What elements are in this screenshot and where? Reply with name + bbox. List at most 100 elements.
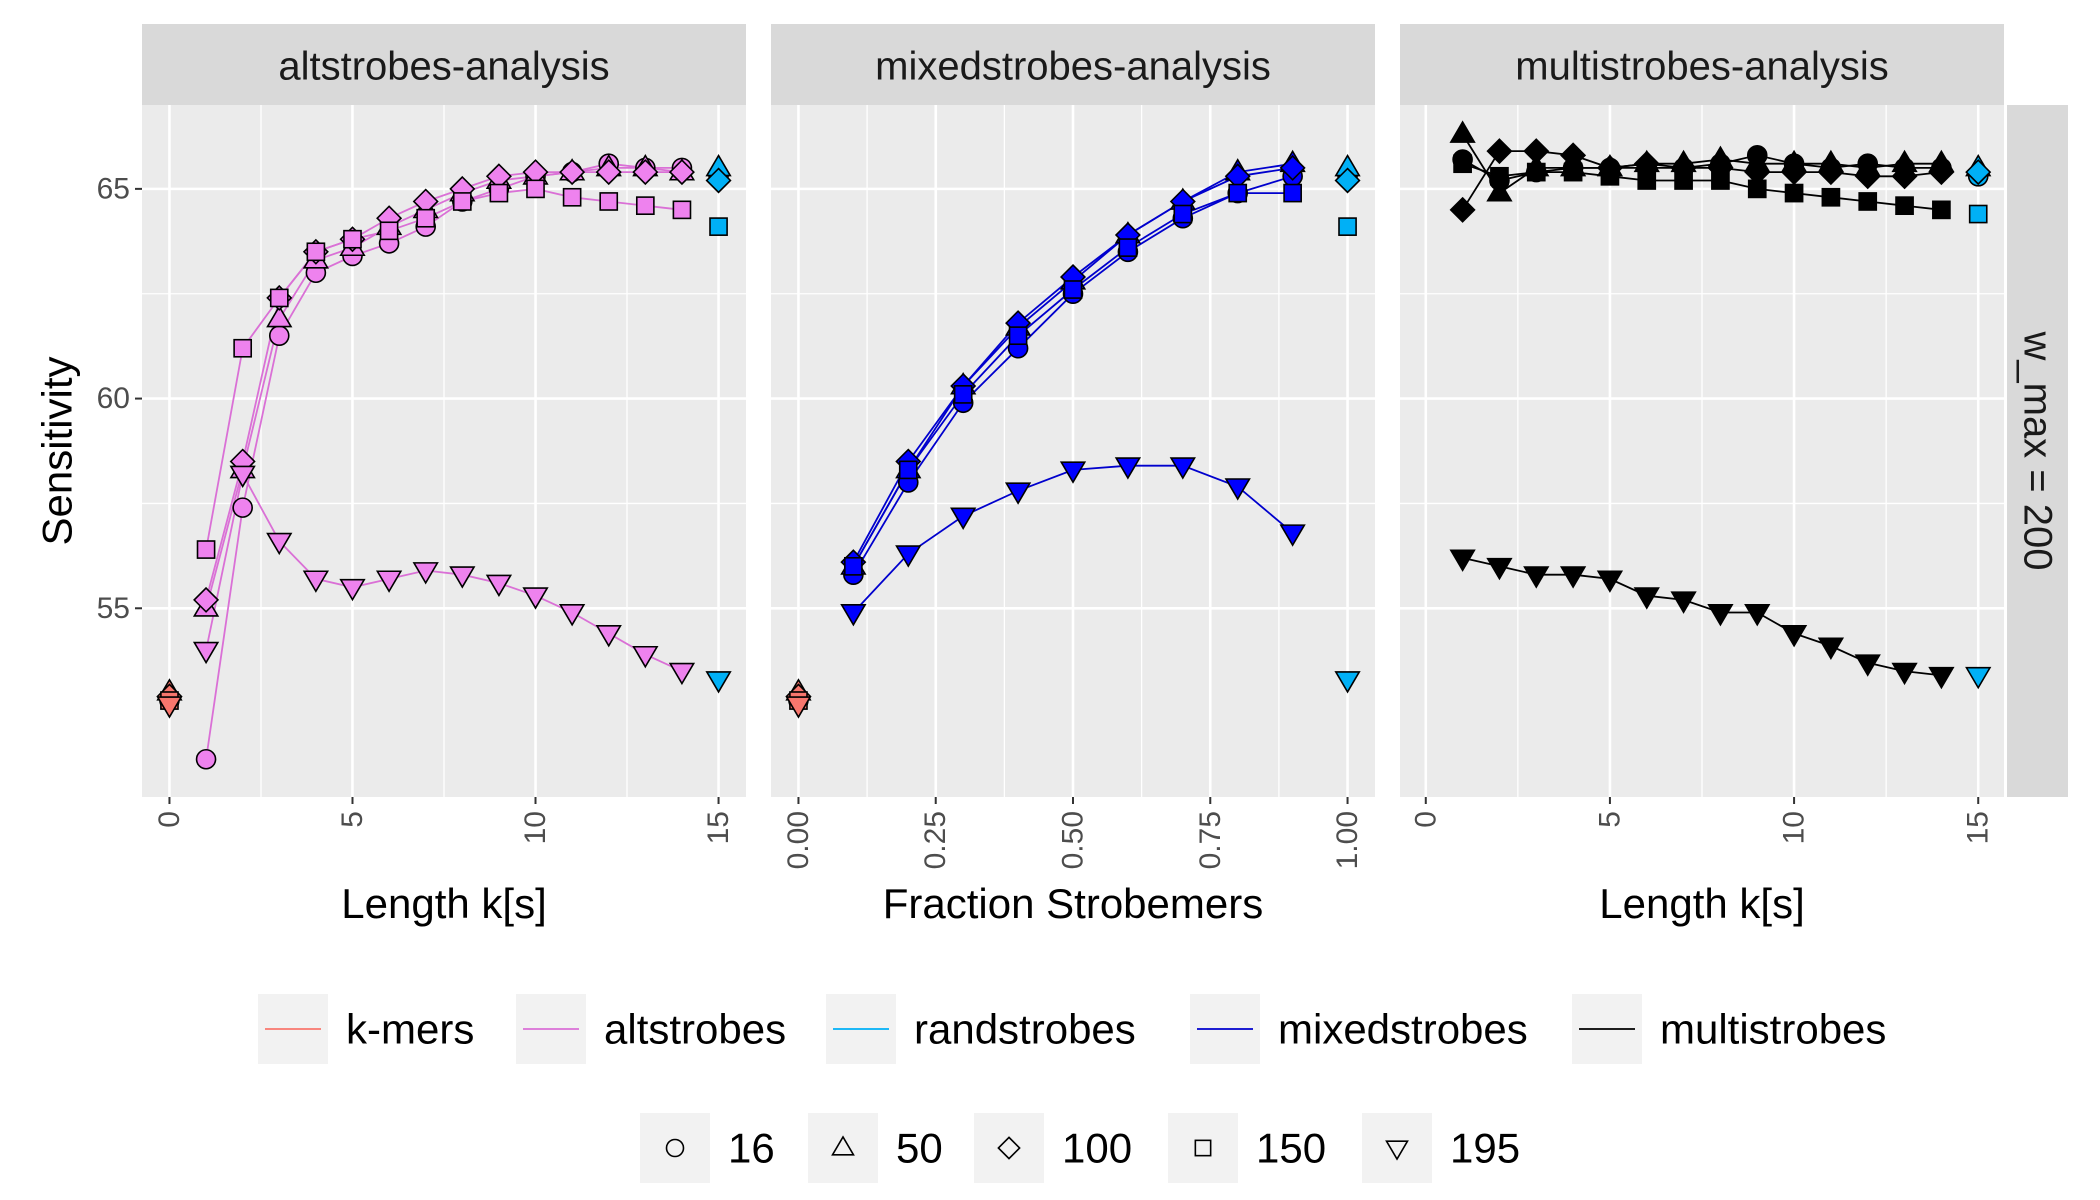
data-point-multistrobes-150: [1932, 200, 1951, 220]
data-point-multistrobes-150: [1563, 162, 1583, 182]
y-tick-label: 55: [97, 592, 130, 625]
data-point-mixedstrobes-195: [1224, 478, 1251, 501]
data-point-altstrobes-150: [452, 192, 472, 211]
data-point-altstrobes-150: [269, 288, 289, 308]
data-point-mixedstrobes-195: [1279, 524, 1306, 547]
data-point-altstrobes-195: [485, 574, 513, 598]
data-point-mixedstrobes-150: [898, 460, 918, 480]
x-tick-label: 15: [1962, 811, 1995, 844]
legend-key-background: [640, 1113, 710, 1183]
data-point-multistrobes-100: [1449, 196, 1476, 223]
data-point-multistrobes-195: [1707, 604, 1734, 627]
data-point-multistrobes-150: [1895, 196, 1914, 216]
x-tick-label: 0.00: [782, 811, 815, 869]
data-point-altstrobes-150: [416, 208, 436, 228]
facet-strip-background: [2007, 105, 2068, 797]
y-axis-title: Sensitivity: [34, 356, 81, 545]
x-axis-title: Fraction Strobemers: [883, 880, 1263, 927]
data-point-altstrobes-195: [412, 562, 439, 585]
data-point-altstrobes-16: [232, 497, 253, 518]
data-point-randstrobes-100: [1334, 167, 1361, 194]
data-point-mixedstrobes-195: [1059, 461, 1087, 484]
data-point-mixedstrobes-150: [1008, 326, 1028, 346]
data-point-altstrobes-100: [559, 159, 586, 186]
data-point-altstrobes-100: [632, 159, 659, 186]
data-point-randstrobes-150: [1338, 217, 1357, 236]
data-point-mixedstrobes-150: [1118, 238, 1138, 257]
x-tick-label: 1.00: [1331, 811, 1364, 869]
series-points: [785, 149, 1361, 719]
data-point-multistrobes-100: [1486, 138, 1513, 165]
legend-item-k-mers: k-mers: [258, 994, 474, 1064]
legend-label: 50: [896, 1125, 943, 1172]
x-tick-label: 5: [336, 811, 369, 828]
data-point-altstrobes-150: [489, 183, 509, 203]
x-tick-label: 0.75: [1194, 811, 1227, 869]
group-legend: 16 50 100 150 195: [640, 1113, 1520, 1183]
data-point-multistrobes-195: [1633, 587, 1660, 610]
data-point-altstrobes-195: [229, 465, 256, 488]
x-tick-label: 0: [153, 811, 186, 828]
data-point-multistrobes-195: [1817, 637, 1845, 660]
panel-1: mixedstrobes-analysis 0.00 0.25 0.50 0.75 1.0…: [771, 24, 1375, 927]
legend-label: randstrobes: [914, 1006, 1136, 1053]
legend-key-circle-icon: [665, 1138, 685, 1158]
legend-item-altstrobes: altstrobes: [516, 994, 786, 1064]
panel-strip: [142, 24, 746, 105]
data-point-altstrobes-100: [668, 159, 695, 186]
data-point-randstrobes-100: [705, 167, 732, 194]
y-tick-label: 65: [97, 172, 130, 205]
data-point-altstrobes-150: [379, 221, 399, 241]
data-point-mixedstrobes-150: [844, 556, 863, 576]
data-point-multistrobes-150: [1600, 166, 1620, 186]
panel-strip: [771, 24, 1375, 105]
data-point-multistrobes-150: [1821, 187, 1841, 207]
data-point-multistrobes-195: [1449, 549, 1476, 572]
data-point-mixedstrobes-100: [1279, 154, 1306, 181]
legend-key-background: [974, 1113, 1044, 1183]
legend-item-randstrobes: randstrobes: [826, 994, 1136, 1064]
data-point-multistrobes-150: [1637, 171, 1657, 190]
data-point-randstrobes-195: [705, 671, 732, 694]
data-point-multistrobes-50: [1449, 120, 1476, 143]
legend-label: 16: [728, 1125, 775, 1172]
data-point-altstrobes-150: [635, 196, 655, 216]
data-point-k-mers-195: [156, 696, 183, 719]
data-point-altstrobes-100: [193, 586, 220, 613]
data-point-multistrobes-195: [1928, 666, 1955, 690]
data-point-altstrobes-195: [375, 570, 403, 593]
legend-label: 195: [1450, 1125, 1520, 1172]
panel-title: mixedstrobes-analysis: [875, 45, 1271, 89]
legend-key-square-icon: [1194, 1139, 1212, 1157]
data-point-mixedstrobes-150: [1228, 183, 1248, 203]
data-point-mixedstrobes-195: [1169, 457, 1196, 480]
data-point-mixedstrobes-195: [950, 507, 977, 530]
data-point-altstrobes-150: [306, 242, 326, 262]
data-point-altstrobes-195: [449, 566, 476, 589]
data-point-multistrobes-100: [1817, 159, 1844, 186]
data-point-mixedstrobes-195: [840, 604, 867, 627]
data-point-mixedstrobes-150: [1063, 280, 1083, 299]
data-point-altstrobes-150: [562, 187, 582, 207]
data-point-altstrobes-195: [522, 587, 549, 610]
data-point-altstrobes-16: [195, 748, 217, 770]
panel-title: multistrobes-analysis: [1515, 45, 1888, 89]
data-point-multistrobes-195: [1523, 566, 1550, 589]
legend-key-background: [1168, 1113, 1238, 1183]
data-point-altstrobes-150: [599, 192, 619, 211]
legend-label: 150: [1256, 1125, 1326, 1172]
data-point-multistrobes-150: [1711, 171, 1730, 190]
data-point-multistrobes-100: [1854, 163, 1881, 190]
legend-item-16: 16: [640, 1113, 775, 1183]
legend-label: 100: [1062, 1125, 1132, 1172]
data-point-multistrobes-195: [1559, 566, 1587, 589]
data-point-multistrobes-195: [1670, 591, 1697, 614]
data-point-multistrobes-150: [1674, 171, 1693, 190]
data-point-mixedstrobes-195: [1114, 457, 1142, 480]
data-point-multistrobes-150: [1490, 166, 1509, 186]
legend-item-50: 50: [808, 1113, 943, 1183]
facet-strip-label: w_max = 200: [2016, 330, 2060, 570]
x-tick-label: 10: [519, 811, 552, 844]
data-point-mixedstrobes-195: [1004, 482, 1032, 505]
